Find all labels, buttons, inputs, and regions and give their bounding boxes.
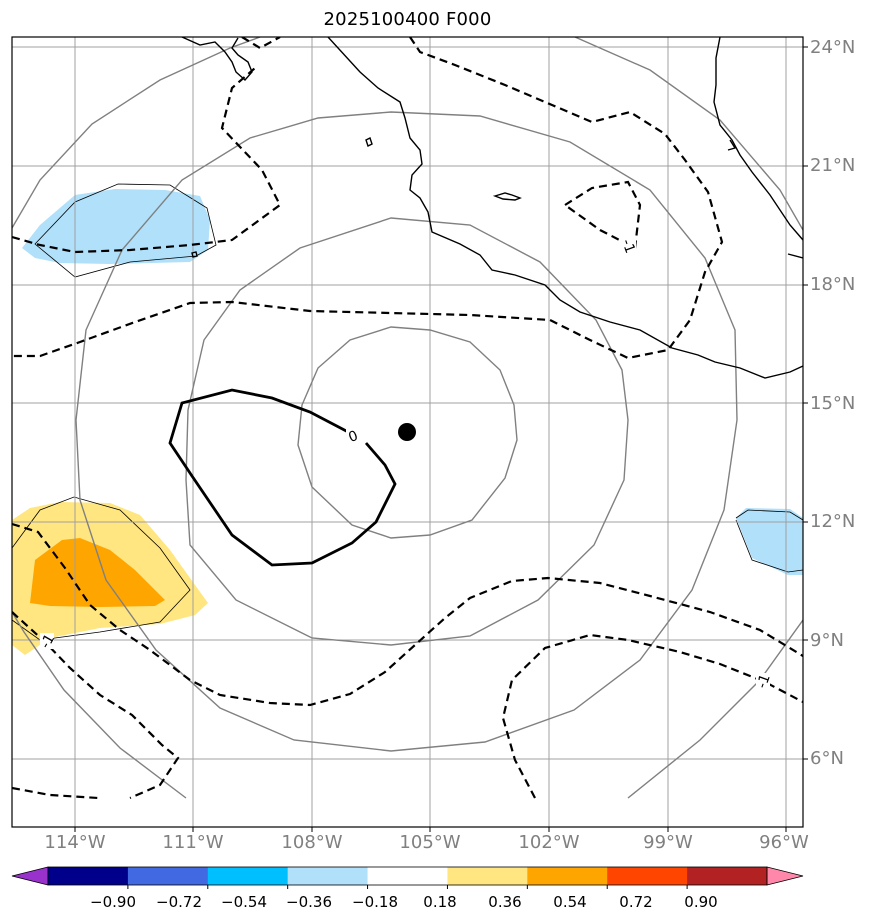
lat-label-18n: 18°N (810, 274, 856, 295)
colorbar-segment (447, 867, 528, 885)
lat-label-15n: 15°N (810, 393, 856, 414)
lon-label-99w: 99°W (643, 832, 693, 853)
storm-center-marker (398, 423, 416, 441)
dashed-contours (12, 37, 803, 800)
lat-label-21n: 21°N (810, 155, 856, 176)
colorbar-segment (687, 867, 768, 885)
map-frame (11, 36, 804, 828)
colorbar-segment (607, 867, 688, 885)
lon-label-114w: 114°W (44, 832, 106, 853)
lat-label-24n: 24°N (810, 37, 856, 58)
light-blue-region-east (736, 508, 803, 575)
range-rings (12, 37, 803, 799)
zero-contour (168, 388, 397, 567)
colorbar-segment (48, 867, 129, 885)
contour-label-southeast: -1 (754, 672, 774, 691)
colorbar-segment (207, 867, 289, 885)
contour-label-east: -1 (618, 237, 638, 256)
lon-label-96w: 96°W (759, 832, 809, 853)
colorbar-tick-label: 0.90 (684, 893, 718, 911)
colorbar-extend-low (11, 866, 49, 886)
colorbar-frame (47, 866, 768, 886)
lon-label-102w: 102°W (518, 832, 580, 853)
shaded-fields (12, 189, 803, 655)
axis-ticks (74, 46, 808, 832)
colorbar-segment (287, 867, 369, 885)
colorbar-tick-label: −0.90 (90, 893, 136, 911)
colorbar-tick-label: −0.72 (156, 893, 202, 911)
map-title: 2025100400 F000 (323, 9, 492, 30)
lat-label-6n: 6°N (810, 748, 844, 769)
coastlines (181, 37, 803, 379)
lon-label-111w: 111°W (162, 832, 224, 853)
colorbar-tick-label: −0.54 (221, 893, 267, 911)
colorbar-extend-high (766, 866, 804, 886)
colorbar-tick-label: −0.36 (286, 893, 332, 911)
colorbar-tick-label: 0.54 (553, 893, 587, 911)
colorbar (11, 866, 804, 889)
colorbar-segment (127, 867, 209, 885)
orange-region-southwest (30, 538, 165, 607)
colorbar-tick-label: −0.18 (352, 893, 398, 911)
graticule (12, 37, 803, 827)
thin-contours (12, 183, 803, 641)
contour-label-southwest: -1 (37, 631, 58, 651)
light-blue-region-northwest (22, 189, 210, 264)
colorbar-segment (527, 867, 608, 885)
lat-label-9n: 9°N (810, 630, 844, 651)
lon-label-105w: 105°W (399, 832, 461, 853)
colorbar-segment (367, 867, 448, 885)
lat-label-12n: 12°N (810, 511, 856, 532)
contour-label-group: 0 -1 -1 -1 (37, 237, 773, 691)
colorbar-tick-label: 0.72 (619, 893, 653, 911)
lon-label-108w: 108°W (281, 832, 343, 853)
colorbar-tick-label: 0.18 (423, 893, 457, 911)
colorbar-tick-label: 0.36 (488, 893, 522, 911)
